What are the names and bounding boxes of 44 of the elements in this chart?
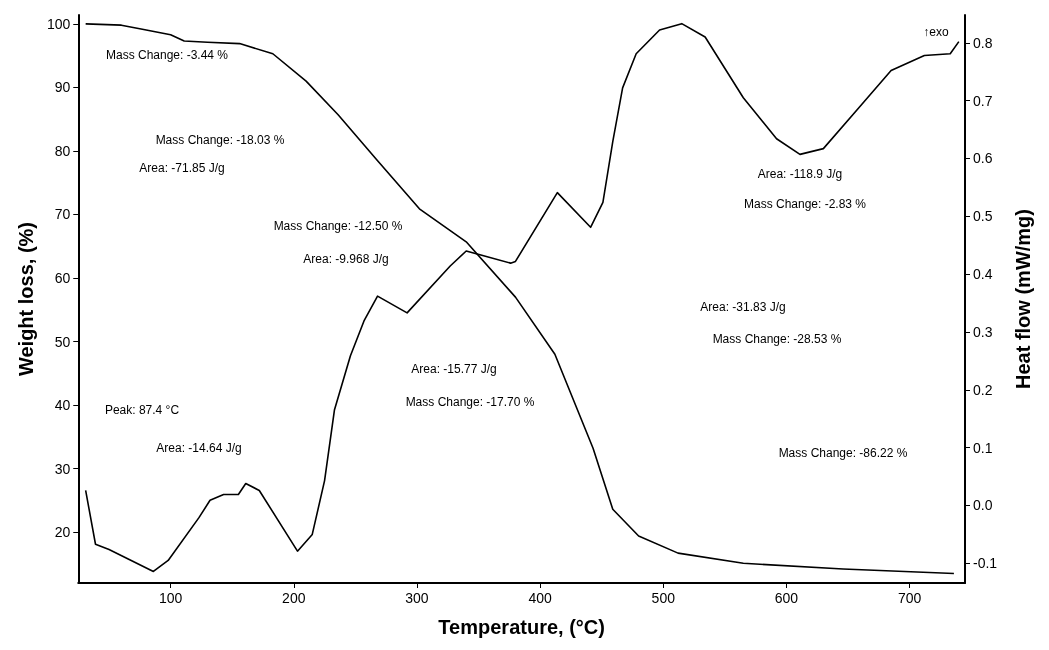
- y2-tick-label: 0.6: [973, 150, 993, 167]
- y-axis-title: Weight loss, (%): [15, 221, 37, 377]
- y2-tick-label: 0.4: [973, 266, 993, 283]
- y-tick-label: 80: [54, 142, 71, 159]
- y-tick-label: 60: [54, 270, 71, 287]
- y-tick-label: 90: [54, 79, 71, 96]
- x-tick-label: 700: [897, 590, 922, 606]
- x-axis-title: Temperature, (°C): [438, 616, 605, 638]
- y-tick-label: 30: [54, 460, 71, 477]
- y2-tick-label: 0.3: [973, 323, 993, 340]
- x-tick-label: 400: [528, 590, 552, 606]
- annotation: Area: -118.9 J/g: [757, 167, 843, 181]
- y2-axis-title: Heat flow (mW/mg): [1012, 209, 1034, 389]
- y2-tick-label: -0.1: [973, 555, 998, 572]
- annotation: ↑exo: [923, 25, 949, 39]
- annotation: Area: -71.85 J/g: [139, 161, 225, 175]
- y-tick-label: 100: [46, 15, 71, 32]
- annotation: Mass Change: -17.70 %: [405, 395, 535, 409]
- x-tick-label: 500: [651, 590, 676, 606]
- x-tick-label: 200: [282, 590, 306, 606]
- y-tick-label: 50: [54, 333, 71, 350]
- annotation: Mass Change: -3.44 %: [105, 48, 229, 62]
- annotation: Mass Change: -28.53 %: [712, 332, 842, 346]
- annotation: Peak: 87.4 °C: [104, 403, 180, 417]
- annotation: Mass Change: -18.03 %: [155, 133, 285, 147]
- x-tick-label: 100: [158, 590, 183, 606]
- x-tick-label: 300: [405, 590, 429, 606]
- y-tick-label: 20: [54, 524, 71, 541]
- annotation: Mass Change: -86.22 %: [778, 446, 908, 460]
- y2-tick-label: 0.7: [973, 92, 993, 109]
- y2-tick-label: 0.5: [973, 208, 993, 225]
- annotation: Area: -14.64 J/g: [156, 441, 242, 455]
- y2-tick-label: 0.1: [973, 439, 993, 456]
- annotation: Mass Change: -12.50 %: [273, 219, 403, 233]
- y2-tick-label: 0.2: [973, 381, 993, 398]
- annotation: Area: -15.77 J/g: [411, 362, 497, 376]
- x-tick-label: 600: [774, 590, 799, 606]
- y2-tick-label: 0.0: [973, 497, 993, 514]
- y-tick-label: 40: [54, 397, 71, 414]
- annotation: Area: -9.968 J/g: [303, 252, 389, 266]
- y2-tick-label: 0.8: [973, 34, 993, 51]
- y-tick-label: 70: [54, 206, 71, 223]
- annotation: Mass Change: -2.83 %: [743, 197, 867, 211]
- annotation: Area: -31.83 J/g: [700, 300, 786, 314]
